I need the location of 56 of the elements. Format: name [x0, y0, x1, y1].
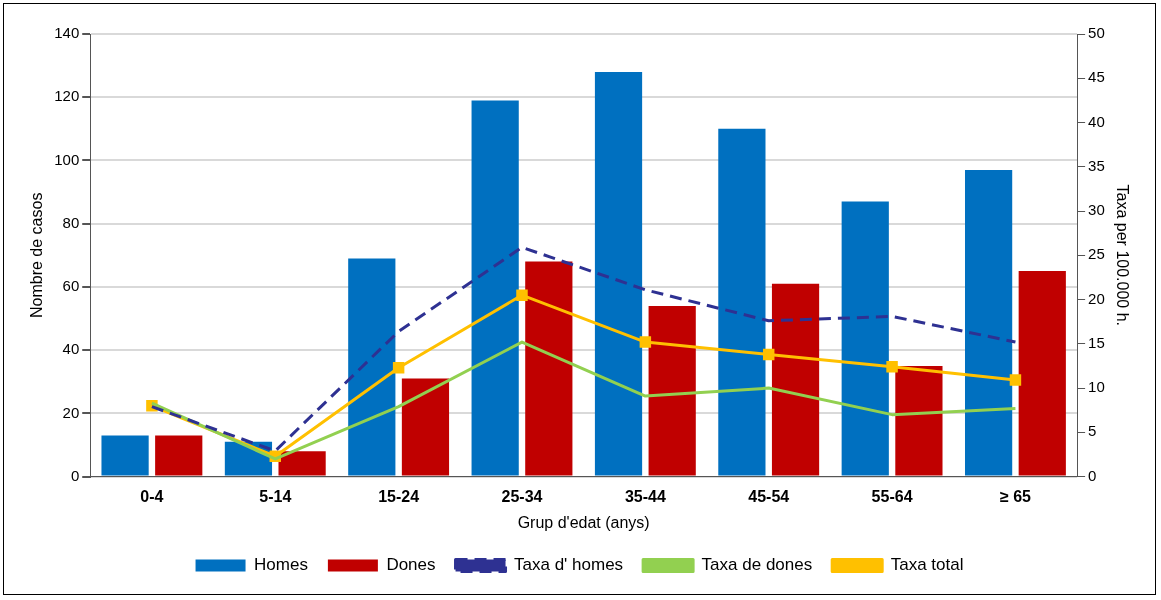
bar — [155, 435, 203, 476]
legend-label: Taxa total — [890, 555, 964, 575]
y2-tick-label: 40 — [1088, 112, 1105, 130]
point — [639, 336, 652, 348]
y-tick-label: 20 — [62, 403, 80, 421]
y2-axis-title: Taxa per 100.000 h. — [1113, 184, 1131, 327]
bar — [525, 261, 573, 476]
x-tick-label: ≥ 65 — [999, 487, 1032, 505]
bar — [964, 169, 1013, 476]
y-tick-label: 80 — [62, 213, 80, 231]
bar — [895, 365, 943, 476]
y-tick-label: 40 — [62, 340, 80, 358]
bar — [771, 283, 820, 476]
bar — [278, 451, 326, 476]
y-tick-label: 120 — [54, 87, 80, 105]
x-tick-label: 45-54 — [748, 487, 790, 505]
y2-tick-label: 20 — [1088, 289, 1105, 307]
y2-tick-label: 25 — [1088, 245, 1105, 263]
legend-label: Taxa d' homes — [514, 555, 624, 575]
legend-label: Dones — [386, 555, 436, 575]
bar — [648, 305, 696, 476]
x-tick-label: 0-4 — [140, 487, 164, 505]
legend-label: Homes — [254, 555, 308, 575]
y2-tick-label: 30 — [1088, 201, 1105, 219]
y2-tick-label: 0 — [1088, 466, 1097, 484]
y-tick-label: 60 — [62, 277, 80, 295]
bar — [101, 435, 149, 476]
y-tick-label: 140 — [54, 24, 80, 42]
y2-tick-label: 35 — [1088, 156, 1105, 174]
y2-tick-label: 45 — [1088, 68, 1105, 86]
bar — [1018, 271, 1066, 476]
x-tick-label: 15-24 — [378, 487, 420, 505]
legend-label: Taxa de dones — [701, 555, 813, 575]
y2-tick-label: 15 — [1088, 333, 1105, 351]
y-axis-title: Nombre de casos — [28, 192, 46, 318]
y-tick-label: 0 — [70, 466, 80, 484]
y-tick-label: 100 — [54, 150, 80, 168]
point — [762, 348, 775, 361]
y2-tick-label: 5 — [1088, 422, 1097, 440]
point — [886, 361, 898, 373]
x-axis-title: Grup d'edat (anys) — [517, 513, 650, 531]
bar — [594, 71, 643, 476]
x-tick-label: 35-44 — [624, 487, 666, 505]
x-tick-label: 55-64 — [871, 487, 913, 505]
x-tick-label: 25-34 — [501, 487, 543, 505]
bar — [718, 128, 766, 476]
point — [1009, 374, 1022, 386]
bar — [841, 201, 889, 476]
point — [392, 361, 405, 374]
x-tick-label: 5-14 — [259, 487, 292, 505]
bar — [348, 258, 396, 476]
bar — [471, 100, 519, 476]
y2-tick-label: 50 — [1088, 24, 1105, 42]
point — [516, 289, 528, 301]
y2-tick-label: 10 — [1088, 378, 1105, 396]
bar — [401, 378, 450, 476]
